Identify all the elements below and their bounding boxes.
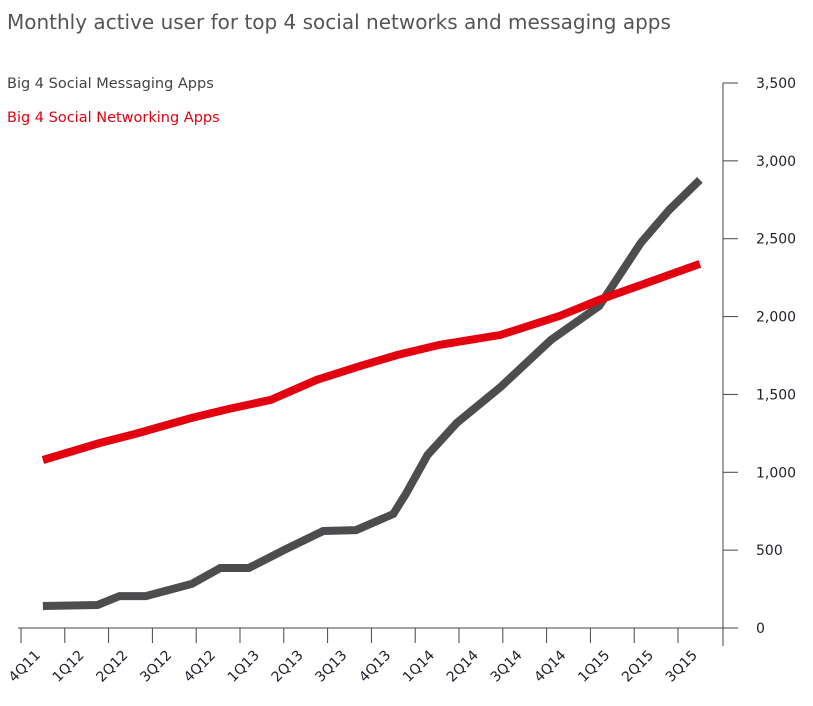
y-tick-label: 1,500: [756, 387, 796, 403]
x-tick-label: 1Q15: [575, 648, 613, 686]
chart-title: Monthly active user for top 4 social net…: [7, 10, 671, 34]
y-tick-label: 2,000: [756, 310, 796, 326]
series-line-messaging: [42, 177, 703, 610]
series-layer: [41, 177, 703, 610]
x-tick-label: 3Q14: [488, 647, 526, 685]
y-tick-label: 2,500: [756, 232, 796, 248]
x-tick-label: 3Q12: [137, 648, 175, 686]
legend-item-messaging: Big 4 Social Messaging Apps: [7, 76, 214, 92]
x-tick-label: 3Q13: [312, 648, 350, 686]
x-tick-label: 4Q14: [531, 647, 569, 685]
y-tick-label: 0: [756, 621, 765, 637]
x-tick-label: 2Q14: [444, 647, 482, 685]
legend-item-networking: Big 4 Social Networking Apps: [7, 110, 220, 126]
x-tick-label: 2Q15: [619, 648, 657, 686]
x-tick-label: 1Q12: [50, 648, 88, 686]
legend: Big 4 Social Messaging Apps Big 4 Social…: [7, 76, 220, 126]
x-tick-label: 1Q13: [225, 648, 263, 686]
x-tick-label: 4Q11: [6, 648, 44, 686]
x-tick-label: 3Q15: [663, 648, 701, 686]
y-tick-label: 3,000: [756, 154, 796, 170]
x-tick-label: 1Q14: [400, 647, 438, 685]
y-tick-label: 1,000: [756, 465, 796, 481]
x-tick-label: 4Q12: [181, 648, 219, 686]
y-tick-label: 3,500: [756, 76, 796, 92]
series-line-networking: [41, 260, 702, 464]
y-tick-label: 500: [756, 543, 783, 559]
x-tick-label: 2Q13: [269, 648, 307, 686]
x-tick-label: 4Q13: [356, 648, 394, 686]
x-tick-label: 2Q12: [93, 648, 131, 686]
